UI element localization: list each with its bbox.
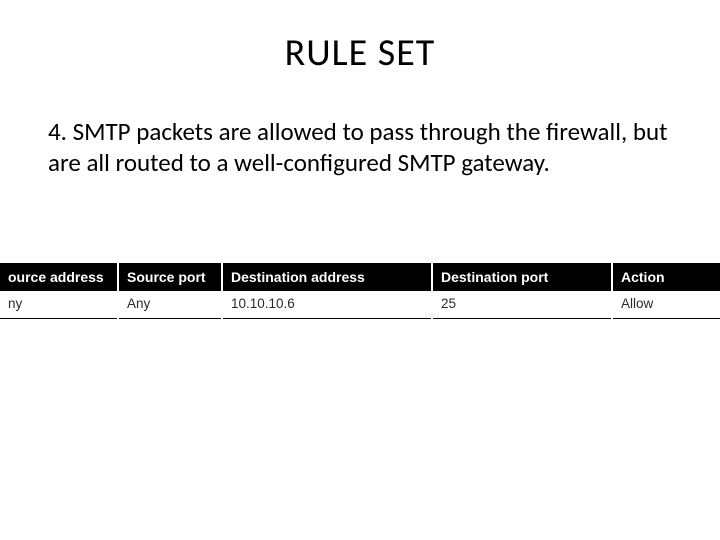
cell-source-address: ny — [0, 291, 118, 319]
rule-table-container: ource address Source port Destination ad… — [0, 263, 720, 319]
col-header-destination-port: Destination port — [432, 263, 612, 291]
body-paragraph: 4. SMTP packets are allowed to pass thro… — [0, 76, 720, 179]
cell-action: Allow — [612, 291, 720, 319]
table-header-row: ource address Source port Destination ad… — [0, 263, 720, 291]
col-header-destination-address: Destination address — [222, 263, 432, 291]
table-row: ny Any 10.10.10.6 25 Allow — [0, 291, 720, 319]
col-header-source-address: ource address — [0, 263, 118, 291]
cell-source-port: Any — [118, 291, 222, 319]
col-header-source-port: Source port — [118, 263, 222, 291]
rule-table: ource address Source port Destination ad… — [0, 263, 720, 319]
page-title: RULE SET — [0, 0, 720, 76]
slide: RULE SET 4. SMTP packets are allowed to … — [0, 0, 720, 540]
col-header-action: Action — [612, 263, 720, 291]
cell-destination-port: 25 — [432, 291, 612, 319]
cell-destination-address: 10.10.10.6 — [222, 291, 432, 319]
